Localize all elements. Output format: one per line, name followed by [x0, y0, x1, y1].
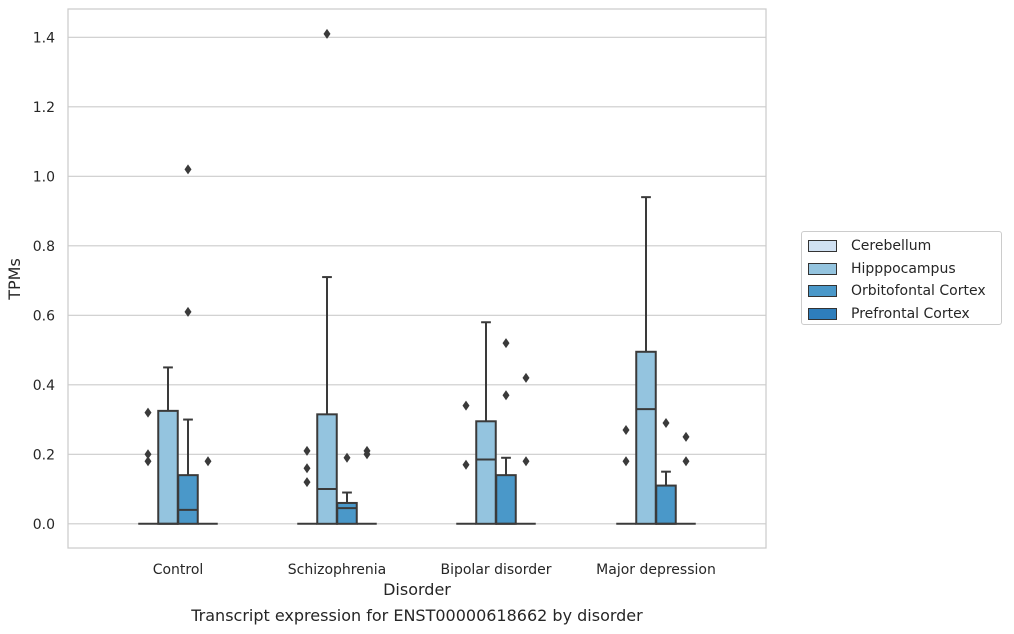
outlier-point — [682, 456, 690, 467]
outlier-point — [682, 431, 690, 442]
outlier-point — [144, 449, 152, 460]
outlier-point — [184, 306, 192, 317]
outlier-point — [303, 445, 311, 456]
gridlines — [68, 36, 766, 525]
legend-item-orbitofrontal: Orbitofontal Cortex — [808, 280, 1001, 303]
legend-label-hippocampus: Hipppocampus — [851, 260, 956, 277]
box-rect — [655, 484, 677, 525]
outlier-point — [184, 164, 192, 175]
box-prefrontal-cortex — [198, 456, 218, 525]
legend: Cerebellum Hipppocampus Orbitofontal Cor… — [801, 231, 1002, 325]
outlier-point — [323, 28, 331, 39]
box-hipppocampus — [635, 196, 657, 525]
y-tick-label: 0.0 — [33, 517, 55, 533]
legend-label-cerebellum: Cerebellum — [851, 238, 932, 255]
legend-item-prefrontal: Prefrontal Cortex — [808, 303, 1001, 326]
outlier-point — [303, 463, 311, 474]
box-orbitofontal-cortex — [336, 452, 358, 525]
outlier-point — [144, 407, 152, 418]
legend-swatch-hippocampus — [808, 262, 837, 275]
box-rect — [177, 474, 199, 525]
box-rect — [495, 474, 517, 525]
y-tick-label: 0.6 — [33, 308, 55, 324]
outlier-point — [502, 338, 510, 349]
box-prefrontal-cortex — [676, 431, 696, 525]
box-prefrontal-cortex — [516, 372, 536, 525]
box-groups — [138, 28, 696, 525]
x-tick-labels: Control Schizophrenia Bipolar disorder Majo… — [153, 562, 716, 578]
box-orbitofontal-cortex — [177, 164, 199, 525]
x-axis-label: Disorder — [383, 580, 451, 599]
box-prefrontal-cortex — [357, 445, 377, 525]
legend-swatch-prefrontal — [808, 307, 837, 320]
box-hipppocampus — [475, 321, 497, 525]
legend-swatch-orbitofrontal — [808, 285, 837, 298]
outlier-point — [144, 456, 152, 467]
legend-item-hippocampus: Hipppocampus — [808, 258, 1001, 281]
outlier-point — [522, 372, 530, 383]
legend-label-orbitofrontal: Orbitofontal Cortex — [851, 283, 986, 300]
legend-swatch-cerebellum — [808, 240, 837, 253]
box-rect — [475, 420, 497, 525]
y-tick-label: 1.4 — [33, 30, 55, 46]
outlier-point — [622, 424, 630, 435]
box-rect — [336, 501, 358, 525]
legend-item-cerebellum: Cerebellum — [808, 235, 1001, 258]
y-tick-label: 0.4 — [33, 378, 55, 394]
x-tick-label: Schizophrenia — [288, 562, 386, 578]
x-tick-label: Control — [153, 562, 204, 578]
box-hipppocampus — [157, 366, 179, 525]
x-tick-label: Bipolar disorder — [440, 562, 551, 578]
outlier-point — [662, 418, 670, 429]
plot-frame — [67, 8, 767, 549]
y-tick-label: 0.8 — [33, 239, 55, 255]
outlier-point — [622, 456, 630, 467]
box-rect — [316, 413, 338, 525]
y-tick-labels: 0.0 0.2 0.4 0.6 0.8 1.0 1.2 1.4 — [33, 30, 55, 533]
box-orbitofontal-cortex — [495, 338, 517, 525]
y-axis-label: TPMs — [5, 258, 24, 301]
outlier-point — [363, 445, 371, 456]
outlier-point — [462, 459, 470, 470]
y-tick-label: 0.2 — [33, 447, 55, 463]
box-rect — [635, 350, 657, 525]
chart-caption: Transcript expression for ENST0000061866… — [191, 606, 643, 625]
outlier-point — [522, 456, 530, 467]
outlier-point — [462, 400, 470, 411]
box-hipppocampus — [316, 28, 338, 525]
box-orbitofontal-cortex — [655, 418, 677, 525]
outlier-point — [303, 477, 311, 488]
outlier-point — [343, 452, 351, 463]
box-rect — [157, 409, 179, 525]
outlier-point — [204, 456, 212, 467]
y-tick-label: 1.2 — [33, 100, 55, 116]
legend-label-prefrontal: Prefrontal Cortex — [851, 305, 970, 322]
x-tick-label: Major depression — [596, 562, 716, 578]
y-tick-label: 1.0 — [33, 169, 55, 185]
outlier-point — [502, 390, 510, 401]
